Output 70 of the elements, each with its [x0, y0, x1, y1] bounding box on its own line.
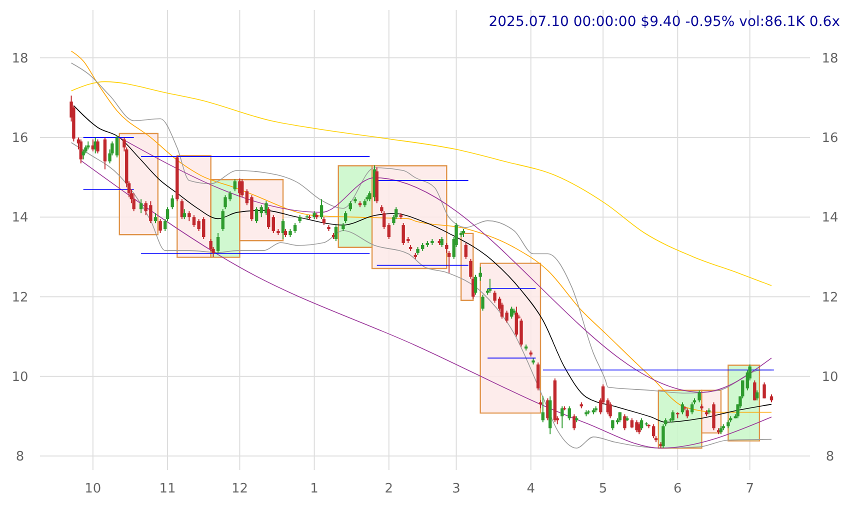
candlestick: [387, 222, 391, 240]
candlestick: [474, 274, 478, 296]
candlestick: [510, 306, 514, 320]
candlestick: [755, 390, 759, 401]
y2-tick-label: 10: [822, 370, 838, 385]
y2-tick-label: 12: [822, 290, 838, 306]
y2-tick-label: 16: [822, 130, 838, 146]
chart-title: 2025.07.10 00:00:00 $9.40 -0.95% vol:86.1K 0.6x: [488, 14, 840, 30]
candlestick: [623, 414, 626, 431]
candlestick: [762, 382, 766, 399]
x-tick-label: 12: [231, 482, 248, 497]
candlestick: [488, 278, 492, 294]
candlestick: [154, 212, 158, 224]
y-tick-label: 12: [12, 290, 28, 306]
candlestick: [221, 208, 224, 232]
x-tick-label: 5: [598, 482, 608, 497]
candlestick: [266, 206, 270, 230]
candlestick: [272, 214, 276, 234]
candlestick: [182, 208, 186, 220]
candlestick: [698, 390, 701, 403]
candlestick: [560, 406, 564, 429]
candlestick: [344, 210, 348, 224]
candlestick: [481, 294, 484, 312]
candlestick: [638, 422, 641, 435]
y2-tick-label: 8: [826, 450, 834, 465]
candlestick: [671, 410, 674, 423]
candlestick: [690, 402, 694, 415]
x-tick-label: 1: [310, 482, 318, 497]
x-tick-label: 6: [674, 482, 682, 497]
x-tick-label: 7: [746, 482, 754, 497]
x-tick-label: 4: [526, 482, 536, 497]
candlestick: [608, 402, 612, 419]
candlestick: [188, 210, 191, 222]
candlestick: [240, 178, 244, 198]
candlestick: [96, 138, 100, 154]
candlestick: [440, 236, 444, 248]
candlestick: [478, 266, 482, 282]
x-tick-label: 10: [84, 482, 102, 497]
candlestick: [216, 232, 220, 254]
candlestick: [568, 406, 571, 421]
candlestick: [464, 242, 468, 260]
candlestick: [158, 218, 162, 234]
candlestick: [139, 198, 143, 214]
candlestick: [132, 192, 136, 212]
candlestick: [686, 408, 689, 419]
candlestick: [753, 380, 756, 401]
candlestick: [254, 206, 258, 224]
y2-tick-label: 14: [822, 210, 838, 226]
x-tick-label: 3: [452, 482, 460, 497]
x-tick-label: 11: [159, 482, 176, 497]
candlestick: [712, 402, 716, 431]
candlestick: [536, 362, 540, 391]
y-tick-label: 8: [16, 450, 24, 465]
candlestick: [180, 198, 184, 220]
y-tick-label: 16: [12, 130, 28, 146]
y-tick-label: 14: [12, 210, 28, 226]
line-series: [70, 81, 772, 286]
candlestick: [652, 424, 656, 439]
candlestick: [320, 198, 324, 220]
candlestick: [293, 222, 297, 234]
candlestick: [170, 194, 174, 210]
y-tick-label: 18: [12, 51, 28, 66]
y-tick-label: 10: [12, 370, 28, 385]
candlestick: [572, 414, 576, 431]
candlestick: [103, 136, 107, 170]
candlestick: [640, 418, 644, 431]
candlestick: [82, 148, 85, 160]
candlestick: [348, 200, 352, 212]
x-tick-label: 2: [384, 482, 394, 497]
y2-tick-label: 18: [822, 51, 838, 66]
